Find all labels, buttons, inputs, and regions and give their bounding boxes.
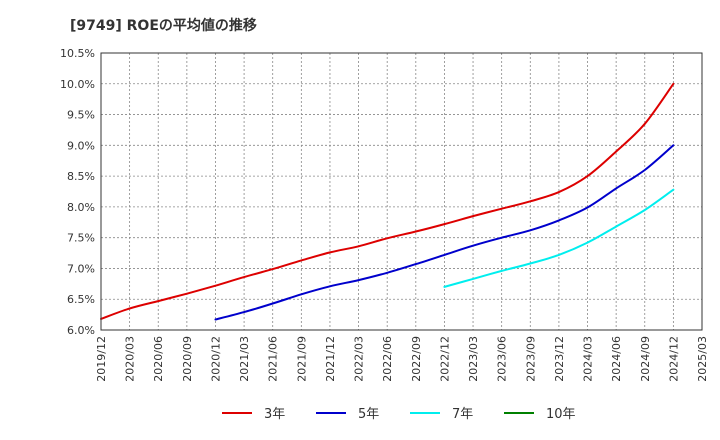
legend-label-3: 7年 <box>452 407 473 422</box>
x-tick-label: 2023/06 <box>496 336 509 382</box>
x-tick-label: 2021/06 <box>267 336 280 382</box>
x-tick-label: 2021/12 <box>324 336 337 382</box>
y-tick-label: 9.0% <box>67 139 95 152</box>
x-tick-label: 2021/09 <box>295 336 308 382</box>
x-tick-label: 2023/12 <box>553 336 566 382</box>
x-tick-label: 2022/06 <box>381 336 394 382</box>
legend-label-2: 5年 <box>358 407 379 422</box>
x-tick-label: 2024/06 <box>610 336 623 382</box>
x-tick-label: 2022/12 <box>438 336 451 382</box>
legend-label-1: 3年 <box>264 407 285 422</box>
legend: 3年 5年 7年 10年 <box>222 407 576 422</box>
y-tick-label: 7.5% <box>67 232 95 245</box>
x-tick-label: 2024/09 <box>639 336 652 382</box>
y-tick-label: 6.5% <box>67 293 95 306</box>
x-tick-label: 2020/09 <box>181 336 194 382</box>
x-tick-label: 2020/03 <box>124 336 137 382</box>
x-tick-label: 2022/03 <box>353 336 366 382</box>
series-line-1 <box>100 82 675 320</box>
y-tick-label: 10.5% <box>60 47 95 60</box>
y-tick-label: 8.5% <box>67 170 95 183</box>
y-tick-label: 9.5% <box>67 109 95 122</box>
x-tick-label: 2020/12 <box>209 336 222 382</box>
x-tick-label: 2020/06 <box>152 336 165 382</box>
x-tick-label: 2023/03 <box>467 336 480 382</box>
chart-title: [9749] ROEの平均値の推移 <box>70 17 257 34</box>
series-line-2 <box>214 144 675 321</box>
x-axis-ticks: 2019/12 2020/03 2020/06 2020/09 2020/12 2021/… <box>95 336 709 382</box>
x-tick-label: 2023/09 <box>524 336 537 382</box>
x-tick-label: 2021/03 <box>238 336 251 382</box>
series-line-3 <box>443 188 675 288</box>
legend-label-4: 10年 <box>546 407 576 422</box>
y-tick-label: 6.0% <box>67 324 95 337</box>
x-tick-label: 2022/09 <box>410 336 423 382</box>
x-tick-label: 2019/12 <box>95 336 108 382</box>
plot-frame <box>100 52 703 331</box>
x-tick-label: 2025/03 <box>696 336 709 382</box>
y-tick-label: 10.0% <box>60 78 95 91</box>
y-axis-ticks: 6.0% 6.5% 7.0% 7.5% 8.0% 8.5% 9.0% 9.5% 10.0% 10.… <box>60 47 95 337</box>
series-lines <box>100 82 675 321</box>
x-tick-label: 2024/12 <box>667 336 680 382</box>
y-tick-label: 8.0% <box>67 201 95 214</box>
x-tick-label: 2024/03 <box>582 336 595 382</box>
y-tick-label: 7.0% <box>67 262 95 275</box>
